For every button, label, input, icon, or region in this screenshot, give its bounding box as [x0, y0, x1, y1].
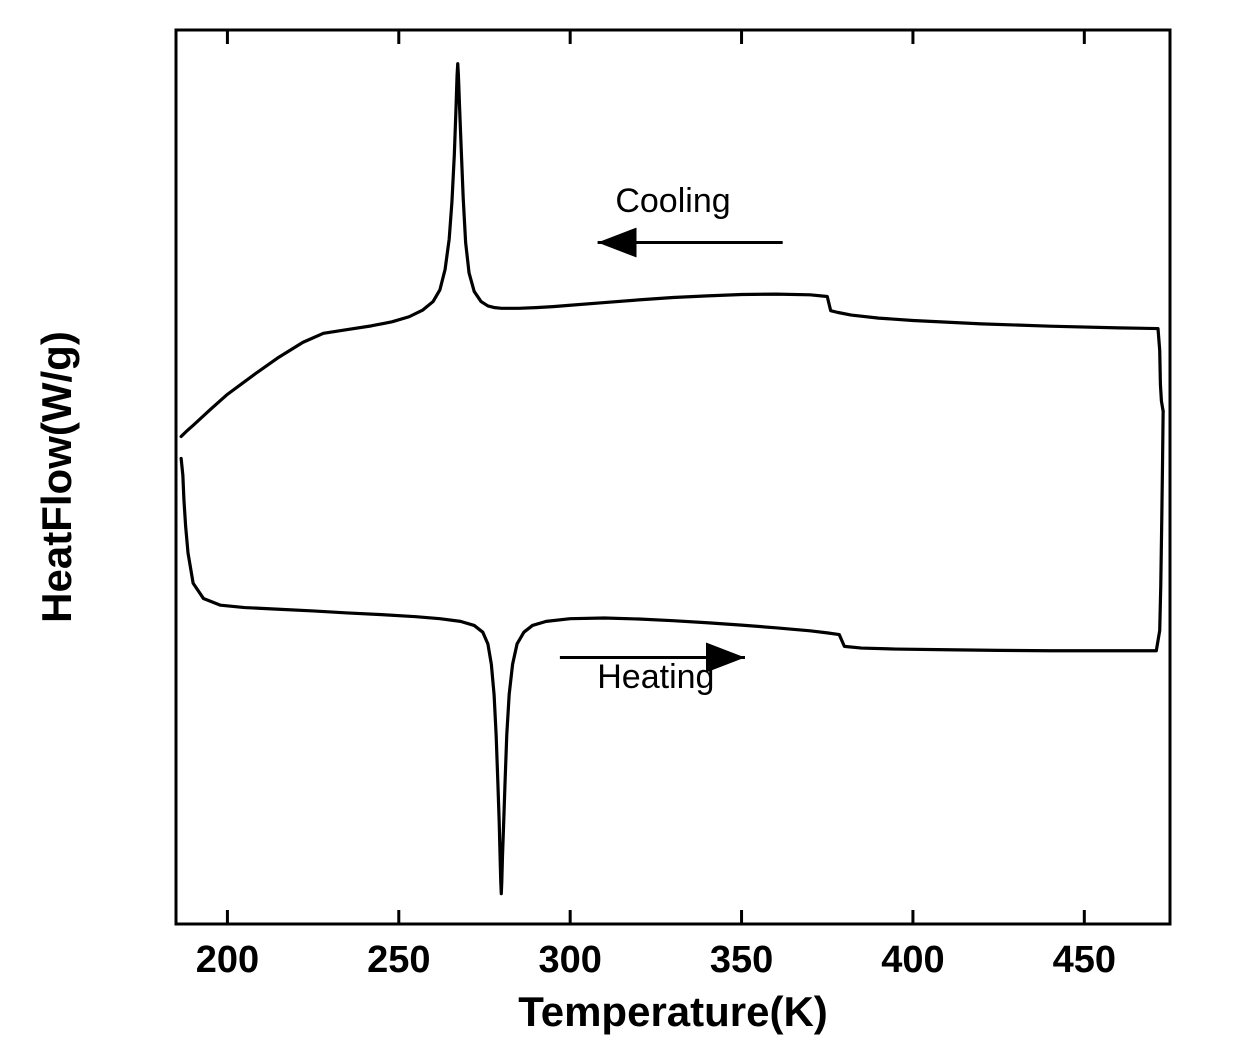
cooling_label: Cooling [615, 182, 730, 220]
x-tick-label: 200 [196, 939, 259, 981]
x-tick-label: 400 [881, 939, 944, 981]
x-tick-label: 250 [367, 939, 430, 981]
dsc-chart: 200 250 300 350 400 450 Temperature(K) HeatFlow… [0, 0, 1240, 1048]
x-tick-label: 450 [1053, 939, 1116, 981]
y-axis-title: HeatFlow(W/g) [33, 331, 80, 623]
x-tick-label: 300 [538, 939, 601, 981]
x-tick-label: 350 [710, 939, 773, 981]
heating_label: Heating [597, 658, 714, 696]
x-axis-title: Temperature(K) [518, 988, 828, 1035]
